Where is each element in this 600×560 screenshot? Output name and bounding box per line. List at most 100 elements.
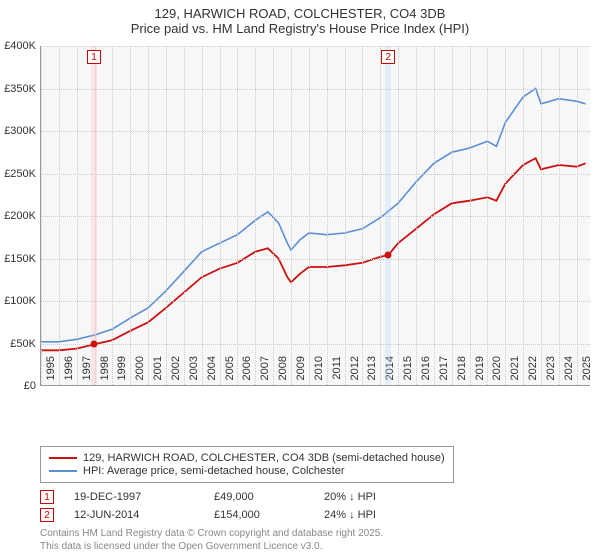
gridline-v [380, 46, 381, 385]
gridline-h [41, 301, 590, 302]
gridline-v [559, 46, 560, 385]
gridline-v [255, 46, 256, 385]
gridline-h [41, 46, 590, 47]
sale-highlight-band [91, 46, 97, 385]
gridline-h [41, 216, 590, 217]
gridline-v [362, 46, 363, 385]
y-axis-label: £300K [0, 125, 36, 137]
x-axis-label: 1995 [45, 356, 57, 390]
x-axis-label: 2012 [349, 356, 361, 390]
x-axis-label: 2003 [188, 356, 200, 390]
footer-line: This data is licensed under the Open Gov… [40, 541, 383, 554]
chart-container: 129, HARWICH ROAD, COLCHESTER, CO4 3DB P… [0, 0, 600, 560]
gridline-v [237, 46, 238, 385]
gridline-v [523, 46, 524, 385]
gridline-v [327, 46, 328, 385]
sales-row: 2 12-JUN-2014 £154,000 24% ↓ HPI [40, 506, 444, 524]
legend-label: 129, HARWICH ROAD, COLCHESTER, CO4 3DB (… [83, 452, 445, 464]
y-axis-label: £250K [0, 168, 36, 180]
x-axis-label: 2004 [206, 356, 218, 390]
x-axis-label: 2019 [474, 356, 486, 390]
gridline-v [291, 46, 292, 385]
gridline-v [434, 46, 435, 385]
x-axis-label: 2002 [170, 356, 182, 390]
x-axis-label: 2017 [438, 356, 450, 390]
x-axis-label: 2011 [331, 356, 343, 390]
x-axis-label: 2022 [527, 356, 539, 390]
x-axis-label: 2023 [545, 356, 557, 390]
x-axis-label: 2021 [509, 356, 521, 390]
sale-date: 19-DEC-1997 [74, 491, 214, 503]
y-axis-label: £100K [0, 295, 36, 307]
x-axis-label: 2000 [134, 356, 146, 390]
x-axis-label: 1999 [116, 356, 128, 390]
y-axis-label: £50K [0, 338, 36, 350]
gridline-v [59, 46, 60, 385]
sale-date: 12-JUN-2014 [74, 509, 214, 521]
gridline-v [577, 46, 578, 385]
gridline-v [41, 46, 42, 385]
gridline-v [505, 46, 506, 385]
x-axis-label: 2025 [581, 356, 593, 390]
title-subtitle: Price paid vs. HM Land Registry's House … [0, 21, 600, 36]
sale-marker-box: 2 [381, 50, 395, 64]
legend-label: HPI: Average price, semi-detached house,… [83, 465, 345, 477]
legend: 129, HARWICH ROAD, COLCHESTER, CO4 3DB (… [40, 446, 454, 483]
gridline-v [470, 46, 471, 385]
sale-dot [91, 341, 98, 348]
y-axis-label: £200K [0, 210, 36, 222]
sale-diff: 20% ↓ HPI [324, 491, 444, 503]
gridline-h [41, 344, 590, 345]
y-axis-label: £400K [0, 40, 36, 52]
sale-price: £49,000 [214, 491, 324, 503]
gridline-v [273, 46, 274, 385]
x-axis-label: 2005 [224, 356, 236, 390]
footer-attribution: Contains HM Land Registry data © Crown c… [40, 528, 383, 553]
x-axis-label: 2013 [366, 356, 378, 390]
title-address: 129, HARWICH ROAD, COLCHESTER, CO4 3DB [0, 6, 600, 21]
x-axis-label: 2008 [277, 356, 289, 390]
sale-diff: 24% ↓ HPI [324, 509, 444, 521]
x-axis-label: 1998 [99, 356, 111, 390]
gridline-v [416, 46, 417, 385]
x-axis-label: 2009 [295, 356, 307, 390]
gridline-v [487, 46, 488, 385]
gridline-v [148, 46, 149, 385]
gridline-h [41, 174, 590, 175]
gridline-v [184, 46, 185, 385]
legend-swatch [49, 470, 77, 472]
sale-marker-badge: 2 [40, 508, 54, 522]
gridline-v [452, 46, 453, 385]
sale-dot [385, 252, 392, 259]
gridline-h [41, 259, 590, 260]
series-price_paid [41, 158, 586, 350]
y-axis-label: £350K [0, 83, 36, 95]
x-axis-label: 2024 [563, 356, 575, 390]
gridline-v [202, 46, 203, 385]
sale-highlight-band [385, 46, 391, 385]
x-axis-label: 2020 [491, 356, 503, 390]
x-axis-label: 2016 [420, 356, 432, 390]
sale-marker-badge: 1 [40, 490, 54, 504]
gridline-v [398, 46, 399, 385]
gridline-h [41, 89, 590, 90]
x-axis-label: 2010 [313, 356, 325, 390]
gridline-v [220, 46, 221, 385]
y-axis-label: £150K [0, 253, 36, 265]
y-axis-label: £0 [0, 380, 36, 392]
gridline-h [41, 131, 590, 132]
legend-swatch [49, 457, 77, 459]
sales-row: 1 19-DEC-1997 £49,000 20% ↓ HPI [40, 488, 444, 506]
footer-line: Contains HM Land Registry data © Crown c… [40, 528, 383, 541]
gridline-v [166, 46, 167, 385]
x-axis-label: 2001 [152, 356, 164, 390]
x-axis-label: 1996 [63, 356, 75, 390]
legend-row: 129, HARWICH ROAD, COLCHESTER, CO4 3DB (… [49, 452, 445, 464]
gridline-v [309, 46, 310, 385]
x-axis-label: 2018 [456, 356, 468, 390]
legend-row: HPI: Average price, semi-detached house,… [49, 465, 445, 477]
sale-marker-box: 1 [87, 50, 101, 64]
x-axis-label: 2015 [402, 356, 414, 390]
sales-table: 1 19-DEC-1997 £49,000 20% ↓ HPI 2 12-JUN… [40, 488, 444, 524]
gridline-v [345, 46, 346, 385]
